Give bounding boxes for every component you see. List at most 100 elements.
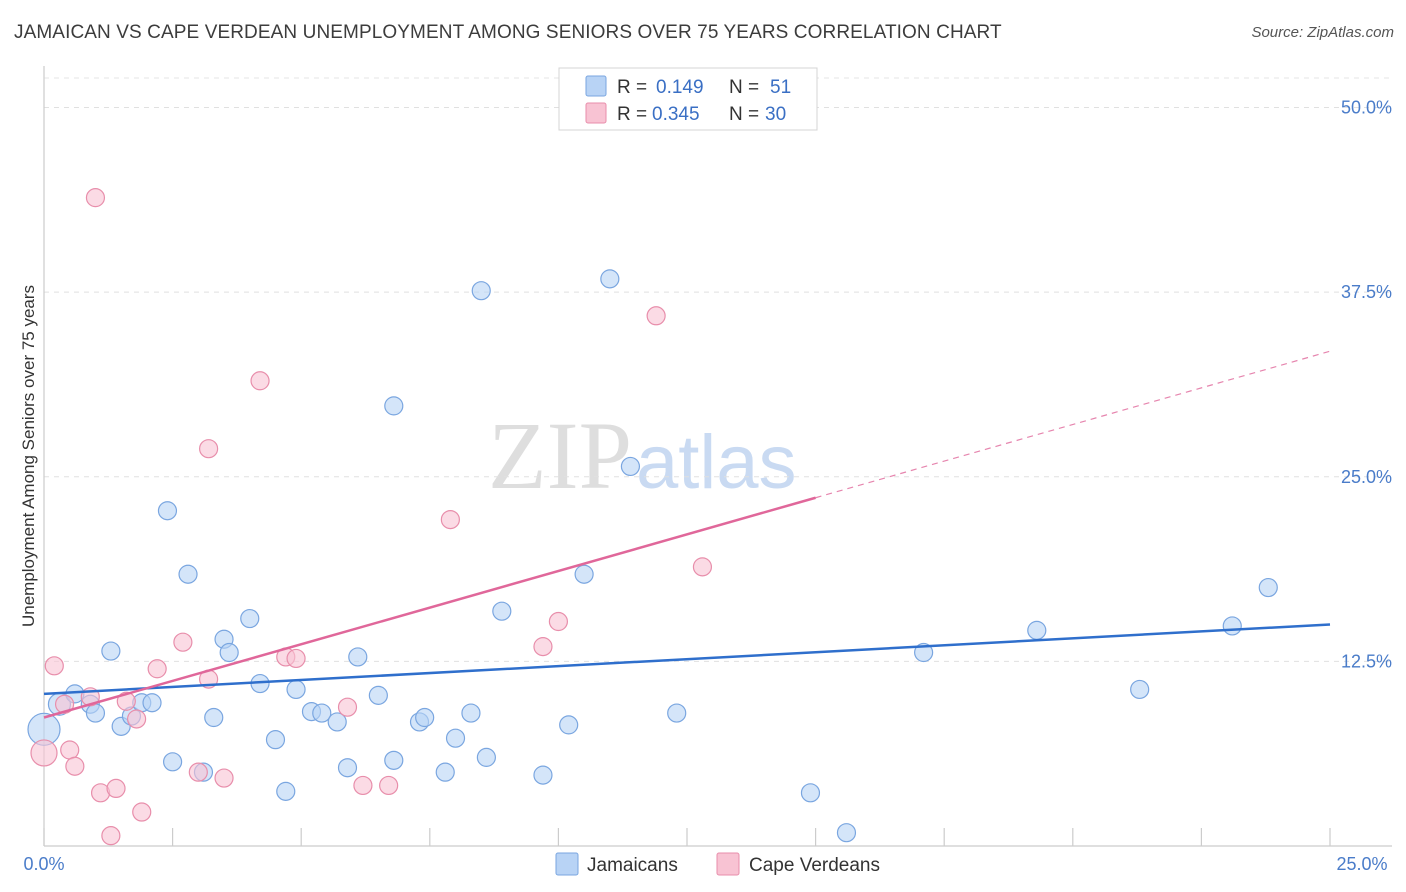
legend-n-label-2: N = [729, 104, 759, 125]
jamaican-point [276, 781, 296, 801]
legend-r-value-1: 0.149 [656, 77, 704, 98]
cape-verdean-point [147, 659, 167, 679]
jamaican-point [163, 752, 183, 772]
jamaican-point [914, 642, 934, 663]
jamaican-point [461, 703, 481, 723]
cape-verdean-point [353, 775, 373, 796]
jamaican-point [1258, 577, 1278, 598]
jamaican-point [620, 456, 641, 477]
legend-n-label-1: N = [729, 77, 759, 98]
jamaican-point [142, 693, 162, 713]
cape-verdean-point [533, 637, 553, 657]
jamaican-point [204, 707, 224, 728]
jamaican-point [337, 758, 358, 778]
series-legend-swatch-cape-verdeans [716, 852, 740, 876]
jamaican-point [286, 679, 306, 700]
cape-verdean-point [65, 756, 85, 776]
cape-verdean-point [54, 694, 75, 714]
cape-verdean-point [646, 306, 666, 326]
series-legend-label-cape-verdeans: Cape Verdeans [749, 855, 880, 876]
cape-verdean-point [132, 802, 152, 822]
cape-verdean-point [30, 739, 58, 767]
y-tick-label: 50.0% [1341, 98, 1392, 118]
jamaican-point [85, 703, 106, 723]
y-tick-label: 37.5% [1341, 282, 1392, 302]
gridlines [44, 77, 1392, 662]
scatter-points [27, 188, 1278, 846]
legend-n-value-2: 30 [765, 104, 786, 125]
cape-verdean-point [188, 762, 208, 782]
y-tick-label: 25.0% [1341, 467, 1392, 487]
legend-r-value-2: 0.345 [652, 104, 700, 125]
jamaican-point [836, 823, 857, 843]
jamaican-point [476, 747, 496, 767]
jamaican-point [800, 783, 821, 803]
jamaican-point [240, 608, 260, 629]
cape-verdean-point [250, 371, 270, 391]
jamaican-point [471, 281, 491, 301]
jamaican-point [1027, 620, 1047, 640]
jamaican-point [415, 707, 435, 728]
legend-r-label-2: R = [617, 104, 647, 125]
jamaican-point [384, 750, 404, 770]
cape-verdean-trend-line-solid [43, 496, 816, 719]
jamaican-point [101, 641, 121, 661]
jamaican-point [312, 703, 332, 723]
series-legend-label-jamaicans: Jamaicans [587, 855, 678, 876]
cape-verdean-point [126, 709, 147, 729]
cape-verdean-point [379, 775, 399, 796]
jamaican-point [348, 647, 368, 667]
cape-verdean-point [116, 691, 136, 711]
cape-verdean-point [199, 439, 219, 459]
jamaican-point [178, 564, 198, 584]
jamaican-point [559, 715, 579, 735]
chart-source: Source: ZipAtlas.com [1251, 24, 1394, 41]
x-tick-label-max: 25.0% [1336, 854, 1387, 874]
jamaican-point [265, 730, 286, 750]
y-tick-label: 12.5% [1341, 651, 1392, 671]
cape-verdean-point [692, 557, 713, 577]
jamaican-trend-line [43, 623, 1331, 696]
cape-verdean-point [173, 632, 193, 652]
jamaican-point [327, 712, 347, 732]
stats-legend: R = 0.149 N = 51 R = 0.345 N = 30 [558, 67, 818, 131]
jamaican-point [533, 765, 553, 785]
cape-verdean-point [337, 697, 358, 717]
jamaican-point [1222, 616, 1242, 636]
jamaican-point [435, 762, 455, 782]
cape-verdean-point [440, 509, 460, 530]
jamaican-point [445, 728, 466, 748]
legend-r-label-1: R = [617, 77, 647, 98]
cape-verdean-point [85, 188, 106, 208]
cape-verdean-point [286, 648, 306, 669]
legend-swatch-jamaicans [585, 75, 607, 97]
jamaican-point [667, 703, 687, 723]
jamaican-point [384, 396, 404, 416]
series-legend-swatch-jamaicans [555, 852, 579, 876]
cape-verdean-point [60, 740, 80, 760]
cape-verdean-trend-line-dashed [815, 350, 1331, 499]
cape-verdean-point [44, 656, 64, 676]
cape-verdean-point [106, 778, 126, 799]
jamaican-point [600, 269, 620, 289]
x-tick-label-min: 0.0% [23, 854, 64, 874]
watermark-atlas: atlas [636, 420, 797, 505]
legend-n-value-1: 51 [770, 77, 791, 98]
axes: 12.5% 25.0% 37.5% 50.0% [43, 66, 1392, 847]
trend-lines [43, 350, 1331, 719]
watermark-zip: ZIP [488, 402, 632, 509]
cape-verdean-point [214, 768, 234, 788]
cape-verdean-point [548, 611, 569, 632]
jamaican-point [157, 501, 178, 521]
jamaican-point [219, 642, 239, 663]
jamaican-point [574, 564, 594, 584]
cape-verdean-point [101, 826, 121, 846]
series-legend: Jamaicans Cape Verdeans [555, 852, 880, 876]
jamaican-point [1130, 679, 1150, 700]
jamaican-point [492, 601, 512, 621]
jamaican-point [368, 685, 388, 705]
chart-title: JAMAICAN VS CAPE VERDEAN UNEMPLOYMENT AM… [14, 22, 1002, 43]
y-axis-label: Unemployment Among Seniors over 75 years [19, 285, 38, 627]
legend-swatch-cape-verdeans [585, 102, 607, 124]
